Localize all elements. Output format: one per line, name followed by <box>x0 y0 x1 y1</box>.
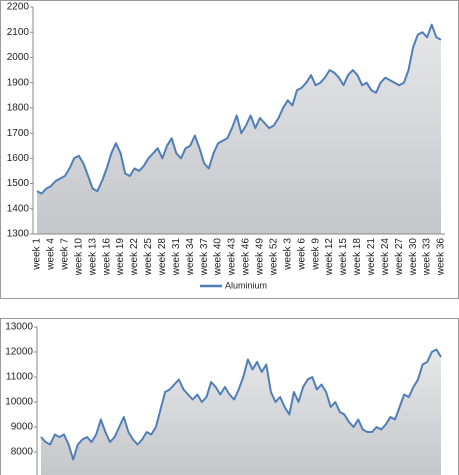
y-tick-label: 1800 <box>7 103 30 114</box>
y-tick-label: 1900 <box>7 77 30 88</box>
y-tick-label: 8000 <box>11 447 34 458</box>
x-tick-label: week 10 <box>73 238 84 277</box>
y-tick-label: 1700 <box>7 128 30 139</box>
x-tick-label: week 22 <box>129 238 140 277</box>
area <box>41 349 441 475</box>
x-tick-label: week 15 <box>338 238 349 277</box>
x-tick-label: week 37 <box>199 238 210 277</box>
line <box>36 23 442 195</box>
y-tick-label: 9000 <box>11 422 34 433</box>
x-tick-label: week 27 <box>394 238 405 277</box>
x-tick-label: week 30 <box>408 238 419 277</box>
x-tick-label: week 52 <box>268 238 279 277</box>
line <box>40 348 442 461</box>
x-tick-label: week 49 <box>255 238 266 277</box>
x-tick-label: week 13 <box>87 238 98 277</box>
y-tick-label: 1300 <box>7 229 30 240</box>
y-tick-label: 11000 <box>6 372 34 383</box>
x-tick-label: week 24 <box>380 238 391 277</box>
x-tick-label: week 34 <box>185 238 196 277</box>
x-tick-label: week 28 <box>157 238 168 277</box>
x-tick-label: week 6 <box>296 238 307 271</box>
area <box>37 24 441 235</box>
x-tick-label: week 36 <box>436 238 447 277</box>
legend-label: Aluminium <box>225 280 267 290</box>
x-tick-label: week 3 <box>282 238 293 271</box>
y-tick-label: 13000 <box>5 322 33 333</box>
x-tick-label: week 12 <box>324 238 335 277</box>
x-tick-label: week 4 <box>46 238 57 271</box>
x-tick-label: week 46 <box>241 238 252 277</box>
y-tick-label: 2100 <box>7 27 30 38</box>
x-tick-label: week 16 <box>101 238 112 277</box>
x-tick-label: week 18 <box>352 238 363 277</box>
x-tick-label: week 40 <box>213 238 224 277</box>
y-tick-label: 2000 <box>7 52 30 63</box>
x-tick-label: week 25 <box>143 238 154 277</box>
x-tick-label: week 21 <box>366 238 377 277</box>
x-tick-label: week 33 <box>422 238 433 277</box>
y-tick-label: 1400 <box>7 203 30 214</box>
y-tick-label: 1500 <box>7 178 30 189</box>
y-tick-label: 10000 <box>5 397 33 408</box>
x-tick-label: week 19 <box>115 238 126 277</box>
y-tick-label: 1600 <box>7 153 30 164</box>
y-tick-label: 12000 <box>5 347 33 358</box>
x-tick-label: week 1 <box>32 238 43 271</box>
x-tick-label: week 7 <box>60 238 71 271</box>
y-tick-label: 2200 <box>7 2 30 13</box>
x-tick-label: week 9 <box>310 238 321 271</box>
x-tick-label: week 43 <box>227 238 238 277</box>
x-tick-label: week 31 <box>171 238 182 277</box>
